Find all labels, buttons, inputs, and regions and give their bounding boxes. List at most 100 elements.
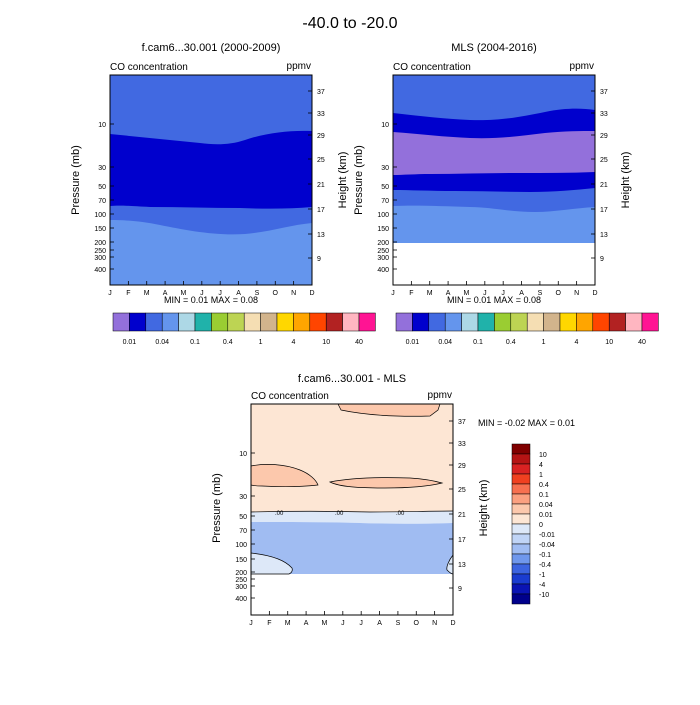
y-right-tick-label: 33 — [317, 111, 325, 118]
colorbar-swatch — [293, 312, 311, 332]
x-tick-label: A — [446, 290, 451, 297]
stats-label: MIN = 0.01 MAX = 0.08 — [447, 295, 541, 305]
contour-fill-level-0 — [393, 131, 595, 175]
colorbar-label: 1 — [259, 339, 263, 346]
colorbar-label: -0.04 — [539, 542, 555, 549]
y-tick-label: 100 — [377, 212, 389, 219]
colorbar-swatch — [511, 463, 531, 475]
plot-frame — [392, 74, 596, 286]
y-right-tick-label: 21 — [317, 182, 325, 189]
colorbar-label: 0.4 — [506, 339, 516, 346]
x-tick-label: S — [396, 620, 401, 627]
colorbar-label: 0.1 — [473, 339, 483, 346]
x-tick-label: J — [391, 290, 395, 297]
panel-title: MLS (2004-2016) — [451, 42, 537, 54]
colorbar-swatch — [511, 553, 531, 565]
x-tick-label: D — [592, 290, 597, 297]
y-right-tick-label: 21 — [600, 182, 608, 189]
x-tick-label: O — [273, 290, 279, 297]
x-tick-label: J — [200, 290, 204, 297]
contour-fill-level-minus-0.01 — [251, 511, 453, 524]
colorbar-label: 4 — [291, 339, 295, 346]
left-string: CO concentration — [110, 62, 188, 73]
panel-title: f.cam6...30.001 - MLS — [298, 373, 406, 385]
colorbar-swatch — [576, 312, 594, 332]
y-right-ticks: 37 33 29 25 21 17 13 9 — [308, 89, 325, 263]
y-tick-label: 10 — [239, 451, 247, 458]
colorbar-swatch — [511, 473, 531, 485]
panel-difference: f.cam6...30.001 - MLS CO concentration p… — [211, 373, 575, 627]
x-tick-label: M — [181, 290, 187, 297]
y-tick-label: 300 — [235, 584, 247, 591]
y-right-ticks: 37 33 29 25 21 17 13 9 — [591, 89, 608, 263]
y-tick-label: 50 — [98, 184, 106, 191]
y-right-tick-label: 21 — [458, 512, 466, 519]
panel-title: f.cam6...30.001 (2000-2009) — [142, 42, 281, 54]
y-tick-label: 250 — [94, 248, 106, 255]
x-tick-label: O — [414, 620, 420, 627]
y-tick-label: 250 — [377, 248, 389, 255]
x-tick-label: J — [359, 620, 363, 627]
colorbar: 10 4 1 0.4 0.1 0.04 0.01 0 -0.01 -0.04 -0.1 -0.4 -1 -… — [511, 443, 555, 605]
y-right-tick-label: 37 — [600, 89, 608, 96]
y-right-axis-label: Height (km) — [620, 152, 632, 209]
colorbar-label: -4 — [539, 582, 545, 589]
colorbar-label: 0.01 — [539, 512, 553, 519]
y-right-tick-label: 9 — [317, 256, 321, 263]
colorbar-swatch — [641, 312, 659, 332]
y-tick-label: 200 — [377, 240, 389, 247]
colorbar-swatch — [511, 493, 531, 505]
colorbar-swatch — [511, 443, 531, 455]
contour-fill-level-1 — [110, 130, 312, 209]
colorbar-swatch — [543, 312, 561, 332]
left-string: CO concentration — [251, 391, 329, 402]
contour-label: .00 — [396, 511, 405, 517]
x-tick-label: N — [432, 620, 437, 627]
colorbar-swatch — [194, 312, 212, 332]
x-tick-label: F — [126, 290, 130, 297]
colorbar-label: 10 — [605, 339, 613, 346]
colorbar-swatch — [559, 312, 577, 332]
colorbar-swatch — [243, 312, 261, 332]
colorbar-swatch — [161, 312, 179, 332]
y-tick-label: 10 — [98, 122, 106, 129]
stats-label: MIN = 0.01 MAX = 0.08 — [164, 295, 258, 305]
stats-label: MIN = -0.02 MAX = 0.01 — [478, 418, 575, 428]
x-tick-label: N — [574, 290, 579, 297]
colorbar-swatch — [145, 312, 163, 332]
colorbar-label: 0.04 — [155, 339, 169, 346]
colorbar-swatch — [625, 312, 643, 332]
x-tick-label: M — [144, 290, 150, 297]
contour-label: .00 — [275, 511, 284, 517]
y-tick-label: 30 — [239, 494, 247, 501]
colorbar-swatch — [510, 312, 528, 332]
y-right-tick-label: 37 — [458, 419, 466, 426]
colorbar-label: 0 — [539, 522, 543, 529]
y-tick-label: 400 — [94, 267, 106, 274]
x-tick-label: A — [163, 290, 168, 297]
colorbar-swatch — [592, 312, 610, 332]
x-tick-label: A — [377, 620, 382, 627]
x-tick-label: M — [464, 290, 470, 297]
colorbar: 0.01 0.04 0.1 0.4 1 4 10 40 — [112, 312, 376, 346]
zero-contour-line — [250, 510, 454, 513]
colorbar-label: -10 — [539, 592, 549, 599]
colorbar-label: 40 — [355, 339, 363, 346]
x-tick-label: A — [236, 290, 241, 297]
colorbar-swatch — [461, 312, 479, 332]
y-tick-label: 50 — [381, 184, 389, 191]
colorbar-label: -1 — [539, 572, 545, 579]
colorbar-label: 1 — [539, 472, 543, 479]
x-tick-label: F — [409, 290, 413, 297]
y-tick-label: 150 — [235, 557, 247, 564]
y-right-tick-label: 29 — [317, 133, 325, 140]
y-right-tick-label: 17 — [458, 537, 466, 544]
colorbar-label: 4 — [574, 339, 578, 346]
